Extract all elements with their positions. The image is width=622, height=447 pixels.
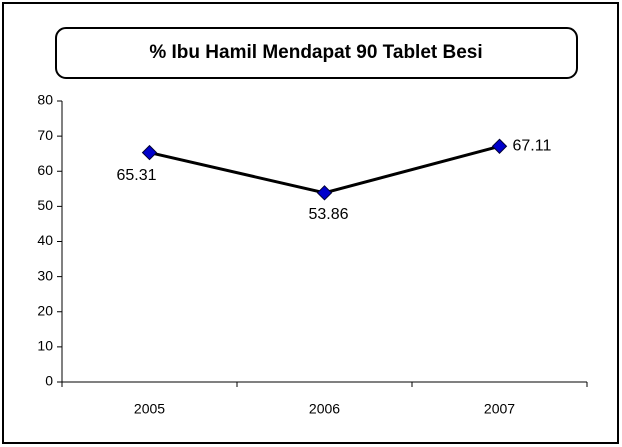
marker bbox=[316, 185, 333, 201]
title-box bbox=[55, 27, 578, 79]
y-tick-label: 80 bbox=[37, 92, 53, 108]
x-tick-label: 2006 bbox=[309, 401, 340, 417]
y-tick-label: 20 bbox=[37, 302, 53, 318]
data-label: 65.31 bbox=[116, 167, 156, 184]
y-tick-label: 10 bbox=[37, 338, 53, 354]
y-tick-label: 0 bbox=[45, 373, 53, 389]
marker bbox=[141, 144, 158, 161]
x-tick-label: 2005 bbox=[134, 401, 165, 417]
chart-title: % Ibu Hamil Mendapat 90 Tablet Besi bbox=[149, 42, 482, 63]
y-tick-label: 30 bbox=[37, 267, 53, 283]
y-tick-label: 70 bbox=[37, 127, 53, 143]
y-tick-label: 60 bbox=[37, 162, 53, 178]
data-label: 53.86 bbox=[308, 206, 348, 223]
marker bbox=[491, 138, 508, 154]
data-label: 67.11 bbox=[513, 137, 552, 154]
y-tick-label: 50 bbox=[37, 197, 53, 213]
x-tick-label: 2007 bbox=[484, 401, 515, 417]
y-tick-label: 40 bbox=[37, 232, 53, 248]
